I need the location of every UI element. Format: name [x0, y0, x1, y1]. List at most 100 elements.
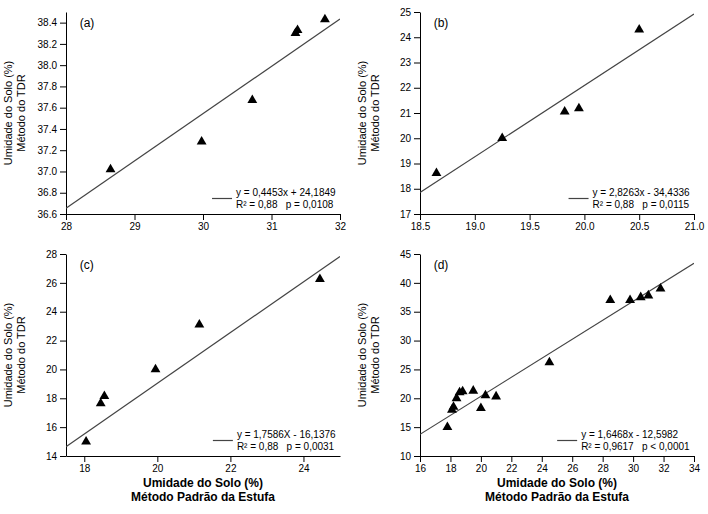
x-tick-mark [511, 456, 512, 462]
x-tick: 21.0 [685, 214, 705, 232]
y-tick: 36.8 [38, 187, 66, 198]
x-tick-label: 31 [266, 221, 278, 232]
x-tick-mark [66, 214, 67, 220]
y-tick-mark [60, 44, 66, 45]
plot-area [66, 14, 340, 209]
scatter-point [634, 24, 644, 33]
x-tick-label: 28 [598, 463, 610, 474]
legend-label: y = 1,6468x - 12,5982R² = 0,9617 p < 0,0… [581, 429, 690, 452]
x-tick: 22 [506, 456, 518, 474]
y-tick-mark [414, 214, 420, 215]
x-tick-label: 22 [225, 463, 237, 474]
y-axis-title: Umidade do Solo (%)Método do TDR [2, 303, 27, 408]
y-tick-mark [60, 214, 66, 215]
y-tick: 20 [46, 364, 66, 375]
scatter-point [194, 319, 204, 328]
y-axis-title: Umidade do Solo (%)Método do TDR [2, 61, 27, 166]
x-tick-mark [420, 456, 421, 462]
y-tick-label: 24 [400, 32, 412, 43]
x-tick-label: 21.0 [685, 221, 705, 232]
regression-line [420, 14, 694, 192]
x-axis: 18.5 19.0 19.5 20.0 20.5 21.0 [411, 214, 705, 232]
x-tick: 18 [79, 456, 91, 474]
y-axis: 171819202122232425 [400, 7, 421, 220]
y-tick: 21 [400, 108, 420, 119]
y-tick: 20 [400, 133, 420, 144]
y-tick: 37.6 [38, 102, 66, 113]
text-line: Umidade do Solo (%) [356, 303, 368, 408]
y-tick-mark [414, 138, 420, 139]
y-axis: 36.636.837.037.237.437.637.838.038.238.4 [38, 13, 67, 220]
y-tick-mark [60, 171, 66, 172]
legend-swatch [213, 440, 233, 441]
y-tick-label: 37.8 [38, 81, 58, 92]
y-tick-label: 24 [46, 306, 58, 317]
x-tick-mark [157, 456, 158, 462]
text-line: R² = 0,88 p = 0,0108 [236, 199, 334, 210]
y-tick-mark [60, 398, 66, 399]
x-tick-mark [481, 456, 482, 462]
x-tick-label: 20.0 [575, 221, 595, 232]
x-tick: 30 [198, 214, 210, 232]
y-tick-mark [60, 456, 66, 457]
scatter-point [544, 357, 554, 366]
y-tick-label: 18 [400, 183, 412, 194]
y-tick-mark [60, 369, 66, 370]
x-tick: 18 [445, 456, 457, 474]
y-tick: 40 [400, 278, 420, 289]
y-tick: 24 [46, 306, 66, 317]
x-tick-label: 19.0 [466, 221, 486, 232]
x-tick-label: 18 [79, 463, 91, 474]
x-tick-mark [230, 456, 231, 462]
y-tick-mark [414, 12, 420, 13]
text-line: Método Padrão da Estufa [131, 490, 275, 504]
x-tick: 19.5 [520, 214, 540, 232]
scatter-point [491, 391, 501, 400]
x-tick-label: 20 [152, 463, 164, 474]
y-tick: 38.4 [38, 17, 66, 28]
y-tick: 38.2 [38, 39, 66, 50]
scatter-point [636, 292, 646, 301]
x-tick-mark [694, 456, 695, 462]
panel-label: (b) [434, 16, 449, 30]
scatter-point [476, 402, 486, 411]
legend-label: y = 0,4453x + 24,1849R² = 0,88 p = 0,010… [236, 187, 336, 210]
x-tick: 29 [129, 214, 141, 232]
chart-root: 282930313236.636.837.037.237.437.637.838… [0, 0, 708, 514]
y-tick-label: 25 [400, 7, 412, 18]
regression-line [66, 19, 340, 208]
x-tick-mark [584, 214, 585, 220]
x-tick-mark [475, 214, 476, 220]
x-tick: 20.5 [630, 214, 650, 232]
x-tick: 30 [628, 456, 640, 474]
legend-swatch [212, 198, 232, 199]
y-tick-mark [414, 369, 420, 370]
y-tick: 25 [400, 364, 420, 375]
legend-swatch [557, 440, 577, 441]
panel: 18.519.019.520.020.521.01718192021222324… [356, 7, 705, 232]
y-tick: 20 [400, 393, 420, 404]
y-tick-label: 37.2 [38, 145, 58, 156]
plot-area [66, 256, 340, 446]
x-tick-mark [84, 456, 85, 462]
y-axis-line [66, 13, 67, 215]
scatter-point [468, 385, 478, 394]
y-tick-label: 23 [400, 57, 412, 68]
x-tick-label: 18.5 [411, 221, 431, 232]
x-tick-mark [664, 456, 665, 462]
regression-line [420, 263, 694, 434]
y-tick-label: 25 [400, 364, 412, 375]
text-line: Método do TDR [15, 316, 27, 394]
y-tick: 24 [400, 32, 420, 43]
plot-area [420, 263, 694, 434]
y-tick-mark [60, 427, 66, 428]
x-axis-title: Umidade do Solo (%)Método Padrão da Estu… [131, 476, 275, 504]
y-tick-label: 37.6 [38, 102, 58, 113]
y-tick: 28 [46, 249, 66, 260]
x-tick-mark [303, 456, 304, 462]
scatter-point [625, 294, 635, 303]
y-axis-line [66, 255, 67, 457]
y-tick: 45 [400, 249, 420, 260]
x-tick: 18.5 [411, 214, 431, 232]
x-tick: 20.0 [575, 214, 595, 232]
